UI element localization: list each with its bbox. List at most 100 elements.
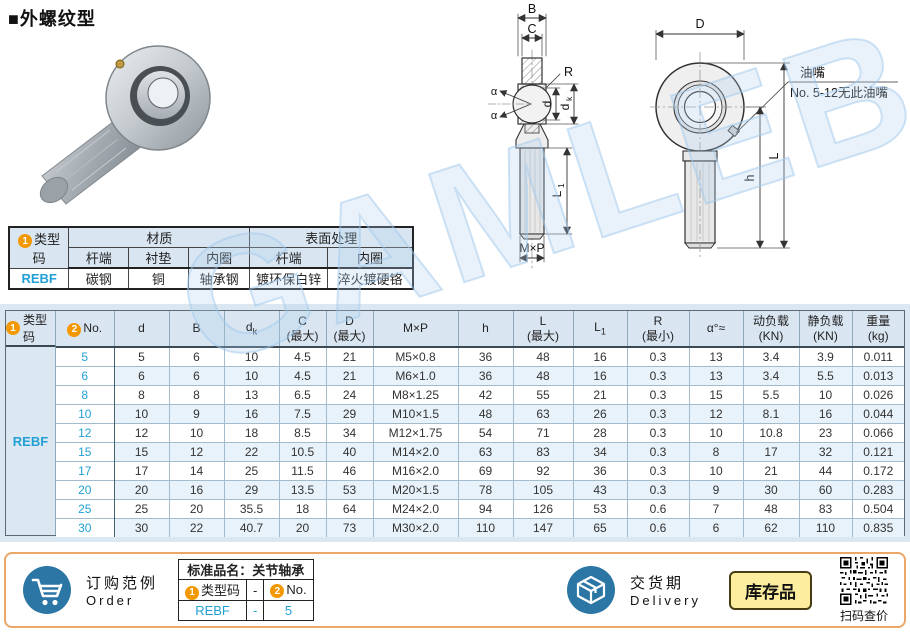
cell-no[interactable]: 30 <box>56 517 115 537</box>
cell-C: 8.5 <box>278 422 326 442</box>
cell-D: 46 <box>325 460 373 480</box>
material-inner-ring-value: 轴承钢 <box>187 267 251 290</box>
delivery-label-zh: 交货期 <box>630 575 685 592</box>
cell-C: 20 <box>278 517 326 537</box>
cell-L1: 36 <box>572 460 627 480</box>
cell-no[interactable]: 5 <box>56 347 115 366</box>
order-table-title: 标准品名：关节轴承 <box>178 559 314 581</box>
cell-L1: 43 <box>572 479 627 499</box>
order-delivery-bar: 订购范例 Order 标准品名：关节轴承 1 类型码 - 2 No. REBF - … <box>4 552 906 628</box>
order-value-no[interactable]: 5 <box>263 599 314 621</box>
col-header-dk: dk <box>223 311 279 348</box>
cell-D: 73 <box>325 517 373 537</box>
order-value-type-code[interactable]: REBF <box>178 599 248 621</box>
col-header-weight: 重量 (kg) <box>851 311 904 348</box>
cell-B: 20 <box>168 498 224 518</box>
cell-B: 14 <box>168 460 224 480</box>
cell-MxP: M8×1.25 <box>372 384 458 404</box>
order-col-no: 2 No. <box>263 579 314 601</box>
cell-B: 10 <box>168 422 224 442</box>
cell-L: 48 <box>512 347 573 366</box>
col-header-alpha: α°≈ <box>688 311 743 348</box>
cell-alpha: 10 <box>688 422 743 442</box>
type-code-value[interactable]: REBF <box>6 347 56 535</box>
cell-R: 0.3 <box>626 384 689 404</box>
cell-dk: 40.7 <box>223 517 279 537</box>
cell-R: 0.6 <box>626 517 689 537</box>
order-label-en: Order <box>86 593 135 608</box>
circle-number-1: 1 <box>18 234 33 248</box>
circle-number-2: 2 <box>270 584 285 599</box>
order-value-dash: - <box>246 599 265 621</box>
cell-no[interactable]: 10 <box>56 403 115 423</box>
type-code-column: 1 类型码 REBF <box>6 311 56 535</box>
cell-D: 64 <box>325 498 373 518</box>
cell-no[interactable]: 6 <box>56 365 115 385</box>
cell-static-load: 32 <box>798 441 852 461</box>
cell-L1: 65 <box>572 517 627 537</box>
col-header-B: B <box>168 311 224 348</box>
cell-dk: 35.5 <box>223 498 279 518</box>
table-row: 30 30 22 40.7 20 73 M30×2.0 110 147 65 0… <box>56 517 904 537</box>
cell-L: 48 <box>512 365 573 385</box>
cell-L: 126 <box>512 498 573 518</box>
cell-static-load: 10 <box>798 384 852 404</box>
cell-dynamic-load: 8.1 <box>742 403 799 423</box>
grease-nipple-photo <box>115 59 125 69</box>
dim-label-C: C <box>527 22 536 36</box>
cell-L1: 53 <box>572 498 627 518</box>
cell-dk: 16 <box>223 403 279 423</box>
cell-weight: 0.835 <box>851 517 904 537</box>
cell-alpha: 10 <box>688 460 743 480</box>
cell-no[interactable]: 20 <box>56 479 115 499</box>
cell-L1: 26 <box>572 403 627 423</box>
cell-h: 36 <box>457 365 513 385</box>
cell-dynamic-load: 30 <box>742 479 799 499</box>
cell-dynamic-load: 21 <box>742 460 799 480</box>
dim-label-D: D <box>695 17 704 31</box>
cell-dynamic-load: 3.4 <box>742 365 799 385</box>
cell-alpha: 7 <box>688 498 743 518</box>
cell-R: 0.3 <box>626 479 689 499</box>
note-grease-nipple: 油嘴 <box>800 66 826 80</box>
table-row: 15 15 12 22 10.5 40 M14×2.0 63 83 34 0.3… <box>56 441 904 461</box>
cell-L1: 34 <box>572 441 627 461</box>
cell-d: 25 <box>113 498 169 518</box>
material-type-code-value[interactable]: REBF <box>8 267 70 290</box>
cell-no[interactable]: 8 <box>56 384 115 404</box>
cell-no[interactable]: 15 <box>56 441 115 461</box>
spec-table-body: 5 5 6 10 4.5 21 M5×0.8 36 48 16 0.3 13 3… <box>56 347 904 537</box>
cell-dk: 25 <box>223 460 279 480</box>
cell-alpha: 6 <box>688 517 743 537</box>
cell-dynamic-load: 5.5 <box>742 384 799 404</box>
cell-MxP: M5×0.8 <box>372 347 458 366</box>
cell-weight: 0.066 <box>851 422 904 442</box>
cell-d: 30 <box>113 517 169 537</box>
cell-MxP: M10×1.5 <box>372 403 458 423</box>
cell-B: 6 <box>168 347 224 366</box>
cell-L: 147 <box>512 517 573 537</box>
spec-table: 2 No. d B dk C (最大) D (最大) M×P h L (最大) L1 R… <box>56 311 904 537</box>
cell-static-load: 60 <box>798 479 852 499</box>
cell-static-load: 44 <box>798 460 852 480</box>
cell-static-load: 83 <box>798 498 852 518</box>
surface-inner-ring-header: 内圈 <box>326 247 414 269</box>
cell-dk: 13 <box>223 384 279 404</box>
surface-rod-end-header: 杆端 <box>249 247 328 269</box>
col-header-L: L (最大) <box>512 311 573 348</box>
col-header-static-load: 静负载 (KN) <box>798 311 852 348</box>
cell-C: 10.5 <box>278 441 326 461</box>
cell-static-load: 23 <box>798 422 852 442</box>
cell-dk: 10 <box>223 347 279 366</box>
svg-text:k: k <box>564 96 574 101</box>
cell-no[interactable]: 17 <box>56 460 115 480</box>
cell-dk: 10 <box>223 365 279 385</box>
material-rod-end-header: 杆端 <box>68 247 130 269</box>
cell-MxP: M6×1.0 <box>372 365 458 385</box>
cell-no[interactable]: 12 <box>56 422 115 442</box>
cell-no[interactable]: 25 <box>56 498 115 518</box>
cell-d: 5 <box>113 347 169 366</box>
cell-dynamic-load: 3.4 <box>742 347 799 366</box>
cell-C: 13.5 <box>278 479 326 499</box>
cell-dynamic-load: 17 <box>742 441 799 461</box>
